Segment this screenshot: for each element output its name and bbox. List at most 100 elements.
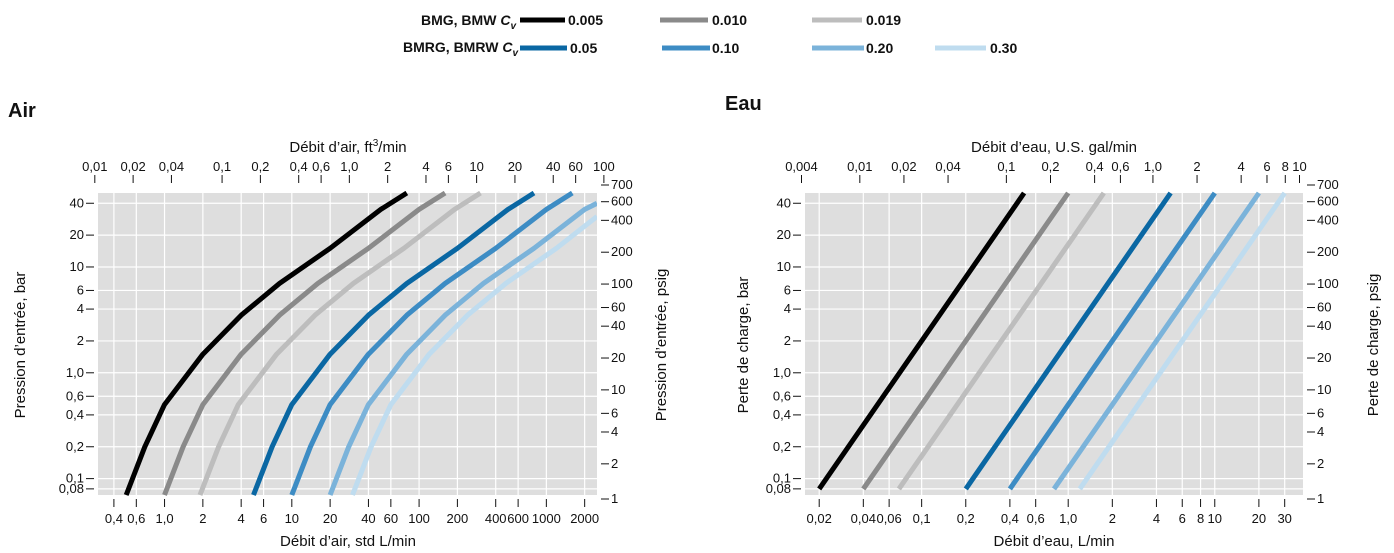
- air-top-tick-label-11: 10: [469, 159, 483, 174]
- eau-right-tick-label-11: 600: [1317, 194, 1339, 209]
- eau-top-tick-label-4: 0,1: [997, 159, 1015, 174]
- air-right-tick-label-8: 100: [611, 276, 633, 291]
- air-bottom-tick-label-3: 2: [199, 511, 206, 526]
- eau-bottom-tick-label-14: 30: [1277, 511, 1291, 526]
- air-top-tick-label-15: 100: [593, 159, 615, 174]
- legend-row1-cv-sub: v: [510, 21, 517, 32]
- air-top-axis-title-sup: 3: [373, 138, 379, 149]
- eau-left-tick-label-11: 40: [777, 195, 791, 210]
- air-top-tick-label-12: 20: [508, 159, 522, 174]
- eau-top-tick-label-10: 4: [1238, 159, 1245, 174]
- air-left-tick-label-0: 0,08: [59, 481, 84, 496]
- eau-bottom-tick-label-9: 4: [1153, 511, 1160, 526]
- eau-bottom-tick-label-5: 0,4: [1001, 511, 1019, 526]
- eau-series-line-005: [963, 191, 1173, 491]
- eau-left-tick-label-3: 0,4: [773, 407, 791, 422]
- legend-row2-cv: C: [502, 39, 513, 55]
- air-series-line-0010: [162, 191, 447, 496]
- air-left-tick-label-5: 1,0: [66, 365, 84, 380]
- air-series-line-030: [350, 214, 597, 496]
- eau-bottom-tick-label-7: 1,0: [1059, 511, 1077, 526]
- eau-series-line-010: [1007, 191, 1217, 491]
- air-top-tick-label-13: 40: [546, 159, 560, 174]
- air-left-tick-label-8: 6: [77, 282, 84, 297]
- air-top-tick-label-14: 60: [568, 159, 582, 174]
- air-series-line-0019: [197, 191, 482, 496]
- eau-series-line-0010: [861, 191, 1071, 491]
- eau-right-tick-label-10: 400: [1317, 212, 1339, 227]
- eau-left-tick-label-6: 2: [784, 333, 791, 348]
- eau-left-axis-title: Perte de charge, bar: [735, 277, 752, 414]
- chart-air: Débit d’air, ft3/min Débit d’air, std L/…: [12, 138, 670, 550]
- eau-top-tick-label-8: 1,0: [1144, 159, 1162, 174]
- eau-right-tick-label-0: 1: [1317, 491, 1324, 506]
- air-left-tick-label-6: 2: [77, 333, 84, 348]
- air-left-tick-label-7: 4: [77, 301, 84, 316]
- air-series-line-0005: [123, 191, 409, 496]
- legend-value-0010: 0.010: [712, 12, 747, 28]
- eau-right-tick-label-5: 20: [1317, 350, 1331, 365]
- eau-left-tick-label-10: 20: [777, 227, 791, 242]
- eau-left-tick-label-0: 0,08: [766, 481, 791, 496]
- air-bottom-tick-label-9: 60: [384, 511, 398, 526]
- eau-left-tick-label-9: 10: [777, 259, 791, 274]
- air-right-axis-title: Pression d’entrée, psig: [653, 269, 670, 422]
- air-left-axis-title: Pression d’entrée, bar: [12, 272, 29, 419]
- eau-top-tick-label-6: 0,4: [1086, 159, 1104, 174]
- air-bottom-tick-label-14: 1000: [532, 511, 561, 526]
- eau-bottom-axis-title: Débit d’eau, L/min: [994, 533, 1115, 550]
- chart-eau: Débit d’eau, U.S. gal/min Débit d’eau, L…: [735, 139, 1382, 550]
- eau-plot-area: [805, 193, 1303, 495]
- legend-row2-cv-sub: v: [512, 48, 519, 59]
- legend: BMG, BMW Cv 0.005 0.010 0.019 BMRG, BMRW…: [403, 12, 1017, 59]
- eau-bottom-tick-label-10: 6: [1179, 511, 1186, 526]
- air-right-tick-label-10: 400: [611, 212, 633, 227]
- eau-right-tick-label-9: 200: [1317, 244, 1339, 259]
- air-right-tick-label-11: 600: [611, 194, 633, 209]
- air-series-line-020: [327, 201, 597, 496]
- eau-top-tick-label-0: 0,004: [785, 159, 818, 174]
- eau-left-tick-label-8: 6: [784, 282, 791, 297]
- air-right-tick-label-7: 60: [611, 300, 625, 315]
- air-right-tick-label-3: 6: [611, 405, 618, 420]
- eau-right-tick-label-12: 700: [1317, 177, 1339, 192]
- eau-bottom-tick-label-1: 0,04: [851, 511, 876, 526]
- air-bottom-tick-label-2: 1,0: [156, 511, 174, 526]
- air-top-tick-label-10: 6: [445, 159, 452, 174]
- air-bottom-tick-label-1: 0,6: [127, 511, 145, 526]
- air-series-line-010: [289, 191, 574, 496]
- eau-bottom-tick-label-11: 8: [1197, 511, 1204, 526]
- air-bottom-tick-label-8: 40: [361, 511, 375, 526]
- legend-value-0019: 0.019: [866, 12, 901, 28]
- air-right-tick-label-12: 700: [611, 177, 633, 192]
- air-bottom-tick-label-5: 6: [260, 511, 267, 526]
- air-left-tick-label-1: 0,1: [66, 471, 84, 486]
- air-left-tick-label-3: 0,4: [66, 407, 84, 422]
- eau-left-tick-label-2: 0,2: [773, 439, 791, 454]
- legend-row1-label: BMG, BMW Cv: [421, 12, 517, 32]
- eau-bottom-tick-label-12: 10: [1208, 511, 1222, 526]
- air-top-tick-label-0: 0,01: [82, 159, 107, 174]
- air-bottom-tick-label-4: 4: [238, 511, 245, 526]
- air-top-tick-label-5: 0,4: [290, 159, 308, 174]
- eau-right-tick-label-2: 4: [1317, 424, 1324, 439]
- eau-left-tick-label-5: 1,0: [773, 365, 791, 380]
- air-bottom-tick-label-15: 2000: [570, 511, 599, 526]
- eau-top-tick-label-1: 0,01: [847, 159, 872, 174]
- air-bottom-tick-label-6: 10: [285, 511, 299, 526]
- eau-top-tick-label-11: 6: [1263, 159, 1270, 174]
- air-top-axis-title-main: Débit d’air, ft: [289, 139, 373, 156]
- eau-top-tick-label-5: 0,2: [1041, 159, 1059, 174]
- air-bottom-tick-label-13: 600: [507, 511, 529, 526]
- air-right-tick-label-2: 4: [611, 424, 618, 439]
- eau-bottom-tick-label-0: 0,02: [807, 511, 832, 526]
- eau-bottom-tick-label-2: 0,06: [876, 511, 901, 526]
- eau-right-tick-label-8: 100: [1317, 276, 1339, 291]
- eau-bottom-tick-label-4: 0,2: [957, 511, 975, 526]
- panel-title-air: Air: [8, 100, 36, 122]
- eau-series-line-030: [1077, 191, 1287, 491]
- eau-top-axis-title: Débit d’eau, U.S. gal/min: [971, 139, 1137, 156]
- eau-right-tick-label-7: 60: [1317, 300, 1331, 315]
- air-right-tick-label-4: 10: [611, 382, 625, 397]
